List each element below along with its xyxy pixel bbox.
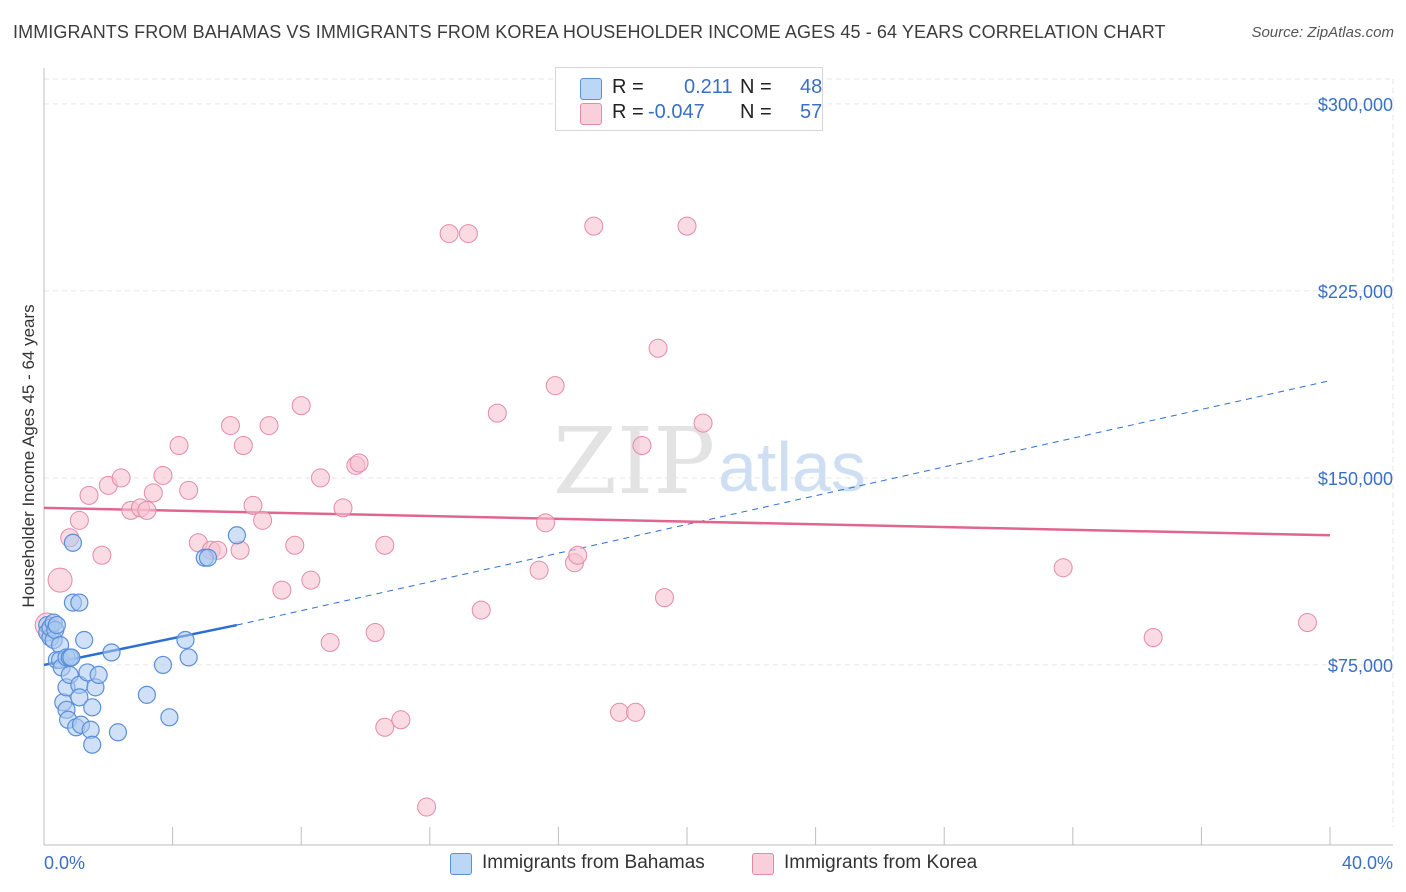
korea-point (1143, 628, 1163, 648)
korea-point (137, 500, 157, 520)
legend-r-label: R = (612, 76, 644, 98)
x-tick-label-min: 0.0% (44, 853, 85, 873)
korea-point (375, 717, 395, 737)
korea-point (568, 545, 588, 565)
bahamas-point (179, 648, 198, 667)
korea-point (375, 535, 395, 555)
points-layer (34, 216, 1317, 817)
korea-point (220, 416, 240, 436)
bahamas-point (70, 688, 89, 707)
bahamas-swatch (580, 78, 602, 100)
source-note: Source: ZipAtlas.com (1251, 24, 1394, 41)
korea-point (632, 436, 652, 456)
korea-point (536, 513, 556, 533)
y-tick-label: $150,000 (1318, 469, 1393, 489)
korea-point (301, 570, 321, 590)
korea-swatch (580, 103, 602, 125)
korea-point (458, 224, 478, 244)
korea-point (243, 495, 263, 515)
axes-layer: $75,000 $150,000 $225,000 $300,000 (43, 68, 1393, 846)
y-tick-label: $225,000 (1318, 282, 1393, 302)
korea-point (320, 632, 340, 652)
bahamas-point (160, 708, 179, 727)
x-tick-label-max: 40.0% (1342, 853, 1393, 873)
korea-point (143, 483, 163, 503)
korea-point (439, 224, 459, 244)
bahamas-point (83, 735, 102, 754)
legend-n-label: N = (740, 101, 772, 123)
korea-point (654, 588, 674, 608)
bahamas-legend-swatch (450, 853, 472, 875)
chart-title: IMMIGRANTS FROM BAHAMAS VS IMMIGRANTS FR… (13, 22, 1166, 42)
korea-legend-label: Immigrants from Korea (784, 852, 978, 873)
bahamas-point (227, 526, 246, 545)
korea-point (626, 702, 646, 722)
korea-point (1053, 558, 1073, 578)
correlation-legend: R = 0.211 N = 48 R = -0.047 N = 57 (555, 67, 823, 131)
korea-point (471, 600, 491, 620)
watermark-atlas: atlas (718, 428, 866, 506)
korea-point (584, 216, 604, 236)
korea-point (233, 436, 253, 456)
bahamas-legend-label: Immigrants from Bahamas (482, 852, 705, 873)
legend-r-value-korea: -0.047 (648, 101, 705, 123)
korea-point (169, 436, 189, 456)
korea-point (79, 485, 99, 505)
bahamas-point (108, 723, 128, 742)
bahamas-point (176, 630, 195, 650)
korea-point (272, 580, 292, 600)
korea-point (291, 396, 311, 416)
legend-n-label: N = (740, 76, 772, 98)
korea-point (545, 376, 565, 396)
korea-point (391, 710, 411, 730)
bahamas-point (81, 720, 100, 739)
bahamas-point (75, 630, 94, 650)
korea-legend-swatch (752, 853, 774, 875)
korea-point (349, 453, 369, 473)
korea-point (153, 465, 173, 485)
bahamas-point (62, 648, 81, 667)
korea-point (529, 560, 549, 580)
korea-point (179, 480, 199, 500)
grid-layer (44, 78, 1394, 827)
korea-point (1297, 613, 1317, 633)
korea-point (285, 535, 305, 555)
legend-n-value-korea: 57 (800, 101, 823, 123)
korea-point (417, 797, 437, 817)
korea-point (365, 623, 385, 643)
y-tick-label: $75,000 (1328, 656, 1393, 676)
bahamas-point (153, 655, 173, 675)
bahamas-point (137, 685, 156, 704)
korea-point (230, 540, 250, 560)
korea-point (92, 545, 112, 565)
korea-point (677, 216, 697, 236)
korea-point (111, 468, 131, 488)
y-tick-label: $300,000 (1318, 95, 1393, 115)
korea-point (253, 510, 273, 530)
legend-n-value-bahamas: 48 (800, 76, 823, 98)
korea-point (487, 403, 507, 423)
korea-point (69, 510, 89, 530)
korea-point (648, 338, 668, 358)
korea-point (693, 413, 713, 433)
bahamas-point (63, 533, 83, 552)
bahamas-point (47, 615, 66, 635)
korea-point (259, 416, 279, 436)
legend-r-value-bahamas: 0.211 (684, 76, 733, 98)
korea-point (47, 567, 73, 593)
y-axis-label: Householder Income Ages 45 - 64 years (19, 304, 38, 607)
bahamas-point (89, 665, 108, 685)
watermark: ZIP atlas (553, 408, 866, 515)
korea-point (310, 468, 330, 488)
watermark-zip: ZIP (553, 408, 715, 515)
korea-point (609, 702, 629, 722)
legend-r-label: R = (612, 101, 644, 123)
bahamas-point (198, 548, 218, 567)
korea-point (333, 498, 353, 518)
bahamas-point (83, 698, 102, 717)
bahamas-point (70, 593, 89, 612)
bahamas-point (102, 643, 121, 662)
